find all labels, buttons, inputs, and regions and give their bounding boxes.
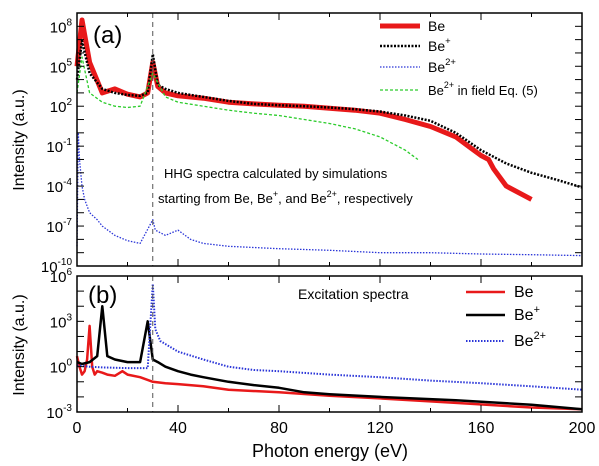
panel-a-x-ticks bbox=[76, 13, 583, 266]
y-tick-label-a: 10-7 bbox=[46, 217, 72, 236]
panel-b-series bbox=[75, 282, 583, 411]
y-tick-label-b: 106 bbox=[50, 267, 73, 286]
legend-label: Be2+ bbox=[514, 330, 546, 350]
y-tick-label-a: 10-1 bbox=[46, 137, 72, 156]
series-line-a-2 bbox=[76, 132, 583, 257]
panel-b-label: (b) bbox=[88, 282, 117, 309]
legend-label: Be+ bbox=[428, 36, 451, 54]
panel-b-annotation: Excitation spectra bbox=[298, 286, 409, 302]
panel-a-y-axis-label: Intensity (a.u.) bbox=[11, 89, 28, 190]
legend-label: Be bbox=[428, 18, 445, 34]
legend-label: Be+ bbox=[514, 304, 540, 324]
panel-a-y-ticks: 10-10 10-7 10-4 10-1 102 105 108 bbox=[41, 12, 582, 276]
legend-label: Be bbox=[514, 284, 534, 301]
x-axis-label: Photon energy (eV) bbox=[252, 441, 408, 461]
panel-b: 10-3 100 103 106 0 40 80 120 160 200 (b) Intensi… bbox=[11, 267, 595, 461]
x-tick-label: 40 bbox=[169, 420, 187, 437]
panel-b-legend: Be Be+ Be2+ bbox=[466, 284, 546, 350]
x-tick-label: 0 bbox=[73, 420, 82, 437]
panel-a-annotation-line2: starting from Be, Be+, and Be2+, respect… bbox=[158, 189, 413, 206]
x-tick-label: 120 bbox=[367, 420, 394, 437]
series-line-a-1 bbox=[75, 39, 583, 189]
series-line-a-3 bbox=[76, 56, 419, 161]
panel-a-legend: Be Be+ Be2+ Be2+ in field Eq. (5) bbox=[380, 18, 538, 98]
legend-label: Be2+ in field Eq. (5) bbox=[428, 80, 538, 98]
series-line-b-1 bbox=[76, 304, 583, 411]
panel-a-series bbox=[74, 17, 583, 257]
y-tick-label-a: 102 bbox=[50, 97, 73, 116]
panel-a-annotation-line1: HHG spectra calculated by simulations bbox=[164, 166, 388, 181]
x-tick-label: 160 bbox=[468, 420, 495, 437]
panel-b-y-ticks: 10-3 100 103 106 bbox=[46, 267, 582, 422]
panel-b-x-ticks: 0 40 80 120 160 200 bbox=[73, 276, 596, 437]
legend-label: Be2+ bbox=[428, 57, 456, 75]
panel-b-y-axis-label: Intensity (a.u.) bbox=[11, 294, 28, 395]
y-tick-label-b: 100 bbox=[50, 358, 73, 377]
panel-a-label: (a) bbox=[93, 22, 122, 49]
x-tick-label: 80 bbox=[270, 420, 288, 437]
series-line-a-0 bbox=[74, 17, 533, 202]
y-tick-label-a: 10-4 bbox=[46, 177, 72, 196]
y-tick-label-b: 10-3 bbox=[46, 403, 72, 422]
series-line-b-2 bbox=[76, 282, 583, 391]
series-line-b-0 bbox=[75, 324, 583, 411]
y-tick-label-a: 10-10 bbox=[41, 257, 73, 276]
panel-a: 10-10 10-7 10-4 10-1 102 105 108 (a) Intensity… bbox=[11, 12, 583, 276]
y-tick-label-b: 103 bbox=[50, 312, 73, 331]
y-tick-label-a: 105 bbox=[50, 57, 73, 76]
y-tick-label-a: 108 bbox=[50, 17, 73, 36]
x-tick-label: 200 bbox=[569, 420, 596, 437]
